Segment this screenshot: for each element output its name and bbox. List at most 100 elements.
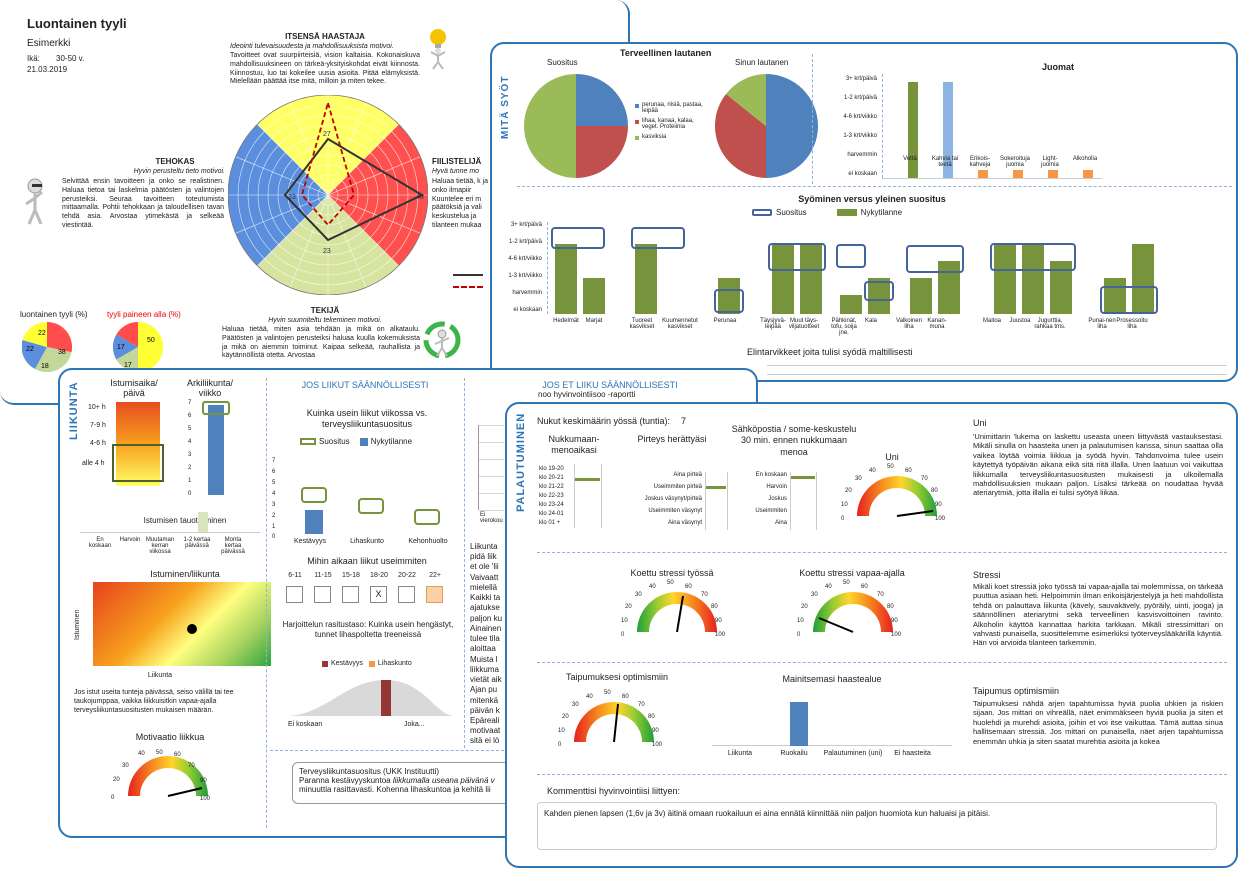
alert-chart: Aina pirteä Useimmiten pirteä Joskus väs… xyxy=(627,472,728,532)
sit-time-marker xyxy=(112,444,164,482)
svg-text:38: 38 xyxy=(58,349,66,356)
optimism-gauge-title: Taipumuksesi optimismiin xyxy=(565,672,669,682)
sitmove-heatmap xyxy=(93,582,271,666)
optimism-heading: Taipumus optimismiin xyxy=(973,686,1060,696)
motivation-title: Motivaatio liikkua xyxy=(135,732,205,742)
break-title: Istumisen tauottaminen xyxy=(143,516,227,525)
eat-rec-redmeat xyxy=(1100,286,1158,314)
stress-work-title: Koettu stressi työssä xyxy=(630,568,714,578)
fiilistelija-motto: Hyvä tunne mo xyxy=(432,168,480,175)
date-value: 21.03.2019 xyxy=(27,65,68,74)
pie-pressure: 50 17 17 xyxy=(113,322,163,372)
legend-natural-line xyxy=(453,274,483,276)
stress-heading: Stressi xyxy=(973,570,1001,580)
email-bar xyxy=(791,476,815,479)
eating-x-labels: Hedelmät Marjat Tuoreet kasvikset Kuumen… xyxy=(553,318,1148,336)
irregular-title: JOS ET LIIKU SÄÄNNÖLLISESTI xyxy=(542,380,678,390)
optimism-text: Taipumuksesi nähdä arjen tapahtumissa hy… xyxy=(973,699,1223,746)
sitmove-x-label: Liikunta xyxy=(147,672,173,679)
freq-title: Kuinka usein liikut viikossa vs. terveys… xyxy=(306,408,428,430)
exercise-side-label: LIIKUNTA xyxy=(68,381,80,440)
pie-pressure-title: tyyli paineen alla (%) xyxy=(107,310,181,319)
email-title: Sähköpostia / some-keskustelu 30 min. en… xyxy=(731,424,857,457)
break-x-3: 1-2 kertaa päivässä xyxy=(183,537,211,549)
recovery-side-label: PALAUTUMINEN xyxy=(515,412,527,512)
sleep-hours-label: Nukut keskimäärin yössä (tuntia): xyxy=(537,416,671,426)
tekija-motto: Hyvin suunniteltu tekeminen motivoi. xyxy=(268,317,382,324)
challenge-x-3: Ei haasteita xyxy=(894,750,931,757)
svg-text:50: 50 xyxy=(147,337,155,344)
recovery-card: PALAUTUMINEN Nukut keskimäärin yössä (tu… xyxy=(505,402,1238,868)
bedtime-bar xyxy=(575,478,600,481)
break-bar xyxy=(198,512,208,532)
nutrition-side-label: MITÄ SYÖT xyxy=(500,75,511,139)
drink-bar-light xyxy=(1048,170,1058,178)
eat-bar-2 xyxy=(635,244,657,314)
break-x-1: Harvoin xyxy=(119,537,141,543)
drinks-x-3: Sokeroituja juomia xyxy=(1000,156,1031,168)
irregular-x-label: Ei vierokou xyxy=(480,512,503,524)
stress-free-gauge xyxy=(813,592,893,633)
intensity-title: Harjoittelun rasitustaso: Kuinka usein h… xyxy=(282,620,454,640)
freq-legend: Suositus Nykytilanne xyxy=(300,437,412,446)
eating-title: Syöminen versus yleinen suositus xyxy=(798,194,946,204)
bedtime-title: Nukkumaan-menoaikasi xyxy=(548,434,600,456)
freq-rec-flexibility xyxy=(414,509,440,525)
intensity-x-1: Joka... xyxy=(404,721,425,728)
sleep-hours-value: 7 xyxy=(681,416,687,426)
intensity-bar xyxy=(381,680,391,716)
irregular-text-col: Liikunta pidä liik et ole 'lii Vaivaatt miel… xyxy=(470,542,503,746)
break-x-0: En koskaan xyxy=(88,537,112,549)
motivation-needle xyxy=(167,787,203,797)
daily-activity-chart: 7 6 5 4 3 2 1 0 xyxy=(188,400,248,500)
break-x-4: Monta kertaa päivässä xyxy=(221,537,245,555)
style-radar-chart: 27 48 23 23 xyxy=(228,95,428,295)
ukk-title: Terveysliikuntasuositus (UKK Instituutti… xyxy=(299,767,440,776)
sit-advice-text: Jos istut useita tunteja päivässä, seiso… xyxy=(74,689,234,715)
drink-bar-water xyxy=(908,82,918,178)
uni-heading: Uni xyxy=(973,418,987,428)
comment-box[interactable]: Kahden pienen lapsen (1,6v ja 3v) äitinä… xyxy=(537,802,1217,850)
drink-bar-coffee xyxy=(943,82,953,178)
eat-rec-fruit xyxy=(551,227,605,249)
drinks-x-5: Alkoholia xyxy=(1072,156,1098,162)
stress-text: Mikäli koet stressiä joko työssä tai vap… xyxy=(973,582,1223,648)
fiilistelija-text: Haluaa tietää, k ja onko ilmapiir Kuunte… xyxy=(432,178,489,229)
eat-rec-meat xyxy=(906,245,964,273)
eat-rec-veg xyxy=(631,227,685,249)
sleep-gauge-title: Uni xyxy=(885,452,899,462)
plate-yours-pie xyxy=(714,74,818,178)
optimism-gauge xyxy=(574,702,654,743)
irregular-top-text: noo hyvinvointiisoo -raportti xyxy=(538,390,636,399)
stress-free-title: Koettu stressi vapaa-ajalla xyxy=(799,568,905,578)
eat-bar-6 xyxy=(800,244,822,314)
drink-bar-special xyxy=(978,170,988,178)
intensity-x-0: Ei koskaan xyxy=(288,721,323,728)
uni-text: 'Unimittarin 'lukema on laskettu useasta… xyxy=(973,432,1223,498)
eat-bar-15 xyxy=(1132,244,1154,314)
nutrition-card: MITÄ SYÖT Terveellinen lautanen Suositus… xyxy=(490,42,1238,382)
radar-label-bottom: 23 xyxy=(323,248,331,255)
eat-bar-7 xyxy=(840,295,862,314)
sleep-needle xyxy=(896,510,934,517)
drinks-x-1: Kahvia tai teetä xyxy=(931,156,959,168)
eat-bar-12 xyxy=(1022,244,1044,314)
drinks-x-2: Erikois-kahveja xyxy=(969,156,991,168)
stress-work-needle xyxy=(676,595,684,633)
radar-series-natural xyxy=(283,137,425,242)
eating-legend: Suositus Nykytilanne xyxy=(752,208,992,217)
drink-bar-sugar xyxy=(1013,170,1023,178)
radar-label-left: 23 xyxy=(288,194,296,201)
freq-chart: 7 6 5 4 3 2 1 0 xyxy=(270,458,460,540)
time-title: Mihin aikaan liikut useimmiten xyxy=(307,556,427,566)
eat-rec-nuts xyxy=(836,244,866,268)
legend-pressure-line xyxy=(453,286,483,288)
sit-level-1: 7-9 h xyxy=(90,422,106,429)
sitmove-y-label: Istuminen xyxy=(74,609,81,640)
fiilistelija-title: FIILISTELIJÄ xyxy=(432,157,482,166)
plate-recommended-label: Suositus xyxy=(547,58,578,67)
eat-bar-13 xyxy=(1050,261,1072,314)
eat-bar-0 xyxy=(555,244,577,314)
sit-level-0: 10+ h xyxy=(88,404,106,411)
drinks-x-4: Light-juomia xyxy=(1041,156,1059,168)
